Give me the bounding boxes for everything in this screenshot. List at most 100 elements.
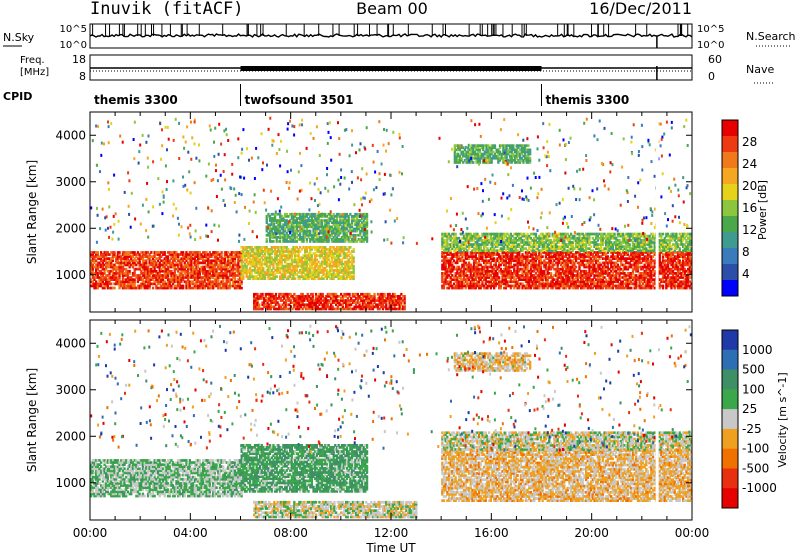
- heatmap-cell: [573, 282, 576, 286]
- heatmap-cell: [319, 223, 322, 227]
- heatmap-cell: [390, 297, 393, 300]
- heatmap-cell: [311, 303, 314, 307]
- heatmap-cell: [564, 282, 568, 286]
- heatmap-cell: [345, 266, 349, 270]
- heatmap-cell: [583, 269, 586, 273]
- heatmap-cell: [481, 259, 484, 263]
- heatmap-cell: [362, 221, 365, 224]
- heatmap-cell: [544, 261, 548, 265]
- heatmap-cell: [240, 254, 243, 257]
- heatmap-cell: [539, 259, 543, 263]
- heatmap-cell: [398, 297, 401, 300]
- heatmap-cell: [210, 280, 213, 284]
- heatmap-cell: [467, 263, 471, 267]
- heatmap-cell: [305, 256, 308, 260]
- heatmap-cell: [153, 251, 156, 254]
- heatmap-cell: [120, 280, 123, 284]
- heatmap-cell: [444, 267, 447, 271]
- heatmap-cell: [158, 263, 161, 267]
- heatmap-cell: [133, 267, 136, 271]
- heatmap-cell: [121, 284, 125, 288]
- heatmap-cell: [125, 255, 128, 258]
- heatmap-cell: [494, 272, 497, 275]
- heatmap-cell: [332, 256, 335, 260]
- heatmap-cell: [91, 267, 94, 271]
- heatmap-cell: [503, 267, 506, 271]
- heatmap-cell: [595, 284, 598, 288]
- heatmap-cell: [222, 267, 225, 271]
- heatmap-cell: [279, 277, 282, 280]
- heatmap-cell: [240, 282, 243, 286]
- heatmap-cell: [339, 262, 342, 266]
- heatmap-cell: [280, 248, 283, 251]
- heatmap-cell: [100, 274, 103, 277]
- heatmap-cell: [230, 253, 233, 256]
- heatmap-cell: [549, 272, 553, 275]
- heatmap-cell: [238, 265, 242, 269]
- heatmap-cell: [324, 212, 327, 216]
- heatmap-cell: [131, 284, 135, 288]
- heatmap-cell: [324, 225, 327, 229]
- heatmap-cell: [449, 269, 452, 273]
- heatmap-cell: [324, 236, 327, 239]
- heatmap-cell: [486, 286, 489, 290]
- heatmap-cell: [197, 274, 200, 277]
- heatmap-cell: [101, 263, 104, 267]
- heatmap-cell: [245, 275, 248, 278]
- heatmap-cell: [616, 255, 619, 258]
- heatmap-cell: [509, 278, 512, 281]
- heatmap-cell: [506, 284, 509, 288]
- heatmap-cell: [457, 267, 461, 271]
- heatmap-cell: [243, 262, 247, 266]
- heatmap-cell: [341, 299, 344, 302]
- heatmap-cell: [322, 262, 325, 266]
- heatmap-cell: [452, 259, 456, 263]
- heatmap-cell: [311, 301, 314, 304]
- heatmap-cell: [213, 257, 216, 260]
- heatmap-cell: [90, 267, 93, 271]
- heatmap-cell: [461, 278, 464, 281]
- heatmap-cell: [446, 267, 449, 271]
- heatmap-cell: [284, 250, 287, 253]
- heatmap-cell: [615, 257, 618, 260]
- heatmap-cell: [456, 265, 459, 269]
- heatmap-cell: [598, 257, 601, 260]
- heatmap-cell: [253, 262, 257, 266]
- heatmap-cell: [307, 262, 310, 266]
- heatmap-cell: [113, 265, 116, 269]
- heatmap-cell: [449, 265, 452, 269]
- heatmap-cell: [504, 255, 507, 258]
- heatmap-cell: [126, 261, 130, 265]
- heatmap-cell: [452, 267, 456, 271]
- heatmap-cell: [232, 263, 235, 267]
- heatmap-cell: [457, 274, 461, 277]
- heatmap-cell: [173, 263, 176, 267]
- heatmap-cell: [133, 263, 136, 267]
- heatmap-cell: [337, 240, 340, 243]
- heatmap-cell: [306, 299, 309, 302]
- heatmap-cell: [111, 286, 114, 290]
- heatmap-cell: [591, 278, 594, 281]
- heatmap-cell: [123, 282, 126, 286]
- heatmap-cell: [198, 261, 201, 265]
- heatmap-cell: [493, 282, 496, 286]
- heatmap-cell: [519, 282, 523, 286]
- heatmap-cell: [284, 254, 287, 257]
- heatmap-cell: [250, 275, 253, 278]
- heatmap-cell: [330, 252, 334, 255]
- heatmap-cell: [283, 301, 286, 304]
- heatmap-cell: [528, 261, 531, 265]
- heatmap-cell: [563, 251, 566, 254]
- heatmap-cell: [332, 248, 335, 251]
- heatmap-cell: [294, 256, 297, 260]
- heatmap-cell: [616, 280, 619, 284]
- heatmap-cell: [295, 273, 298, 276]
- heatmap-cell: [213, 282, 216, 286]
- heatmap-cell: [293, 303, 296, 307]
- heatmap-cell: [446, 276, 449, 279]
- heatmap-cell: [324, 231, 327, 235]
- heatmap-cell: [554, 278, 558, 281]
- heatmap-cell: [279, 221, 282, 224]
- heatmap-cell: [563, 282, 566, 286]
- heatmap-cell: [187, 261, 190, 265]
